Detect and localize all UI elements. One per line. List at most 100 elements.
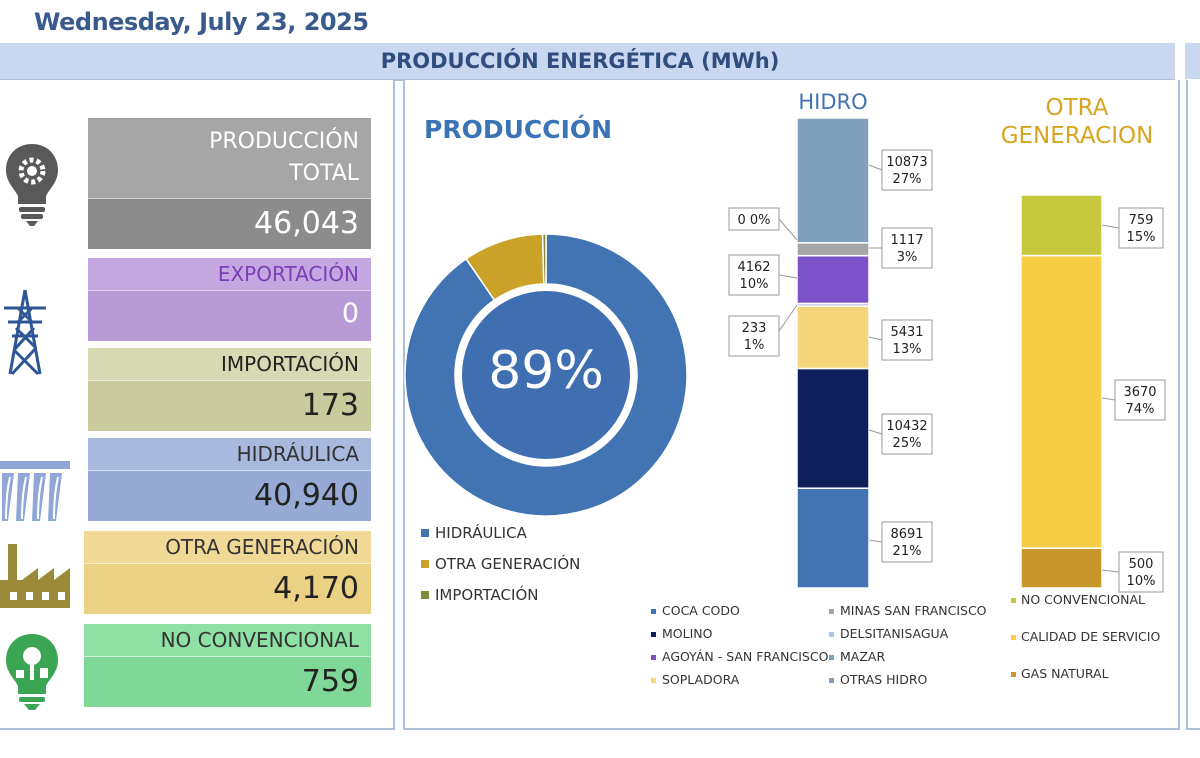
summary-card-label-bg bbox=[84, 624, 371, 656]
otra-stacked-bar bbox=[1020, 194, 1103, 589]
legend-label: AGOYÁN - SAN FRANCISCO bbox=[662, 649, 829, 664]
legend-label: COCA CODO bbox=[662, 603, 740, 618]
summary-card-label: NO CONVENCIONAL bbox=[160, 628, 359, 652]
summary-card-value-bg bbox=[84, 656, 371, 707]
summary-card-label: OTRA GENERACIÓN bbox=[165, 535, 359, 559]
donut-legend: HIDRÁULICA OTRA GENERACIÓN IMPORTACIÓN bbox=[421, 523, 580, 604]
data-label-leader bbox=[868, 429, 883, 435]
next-panel-edge bbox=[1186, 80, 1200, 730]
summary-card-value-bg bbox=[88, 198, 371, 249]
data-label-percent: 3% bbox=[897, 250, 918, 265]
summary-card: OTRA GENERACIÓN 4,170 bbox=[84, 531, 371, 614]
summary-card-label: PRODUCCIÓN TOTAL bbox=[209, 129, 359, 186]
summary-card: PRODUCCIÓN TOTAL 46,043 bbox=[88, 118, 371, 249]
summary-card: NO CONVENCIONAL 759 bbox=[84, 624, 371, 707]
data-label-box bbox=[1114, 379, 1166, 421]
hidro-segment bbox=[796, 367, 870, 489]
hidro-title: HIDRO bbox=[798, 90, 867, 114]
data-label-box bbox=[728, 254, 780, 296]
otra-data-labels: 759 15% 3670 74% 500 10% bbox=[1101, 207, 1166, 593]
hidro-segment bbox=[796, 117, 870, 244]
data-label-leader bbox=[1101, 397, 1116, 401]
data-label-percent: 27% bbox=[893, 172, 922, 187]
otra-title-line1: OTRA bbox=[1046, 95, 1109, 121]
data-label-leader bbox=[1101, 569, 1120, 573]
summary-card: HIDRÁULICA 40,940 bbox=[88, 438, 371, 521]
data-label-percent: 15% bbox=[1127, 230, 1156, 245]
data-label-percent: 13% bbox=[893, 342, 922, 357]
summary-card-label-bg bbox=[88, 118, 371, 198]
summary-card-label: HIDRÁULICA bbox=[236, 442, 359, 466]
transmission-tower-icon bbox=[4, 289, 46, 376]
data-label-box bbox=[881, 413, 933, 455]
data-label-box bbox=[1118, 207, 1164, 249]
data-label-percent: 21% bbox=[893, 544, 922, 559]
donut-center bbox=[462, 291, 630, 459]
data-label-value: 759 bbox=[1129, 213, 1154, 228]
data-label-box bbox=[728, 315, 780, 357]
summary-card-label-bg bbox=[88, 438, 371, 470]
summary-card-value: 4,170 bbox=[273, 571, 359, 606]
eco-lightbulb-icon bbox=[6, 634, 58, 710]
legend-label: NO CONVENCIONAL bbox=[1021, 592, 1145, 607]
legend-swatch bbox=[1011, 672, 1016, 677]
legend-label: DELSITANISAGUA bbox=[840, 626, 949, 641]
summary-card-label-bg bbox=[88, 258, 371, 290]
legend-label: CALIDAD DE SERVICIO bbox=[1021, 629, 1160, 644]
data-label-leader bbox=[778, 274, 798, 279]
data-label-box bbox=[881, 521, 933, 563]
data-label-leader bbox=[868, 164, 883, 171]
summary-card-value: 46,043 bbox=[254, 206, 359, 241]
summary-card-value-bg bbox=[84, 563, 371, 614]
next-section-banner-edge bbox=[1185, 43, 1200, 79]
report-date: Wednesday, July 23, 2025 bbox=[34, 8, 369, 36]
legend-label: MINAS SAN FRANCISCO bbox=[840, 603, 987, 618]
legend-swatch bbox=[1011, 598, 1016, 603]
legend-swatch bbox=[421, 529, 429, 537]
summary-card-value: 173 bbox=[301, 388, 359, 423]
hidro-stacked-bar bbox=[796, 117, 870, 589]
otra-legend: NO CONVENCIONAL CALIDAD DE SERVICIO GAS NA… bbox=[1011, 592, 1160, 681]
otra-title-line2: GENERACION bbox=[1001, 123, 1154, 149]
donut-slice-importación bbox=[541, 233, 547, 285]
legend-swatch bbox=[421, 591, 429, 599]
data-label-value: 10873 bbox=[886, 155, 927, 170]
otra-segment bbox=[1020, 547, 1103, 589]
dam-icon bbox=[0, 461, 70, 521]
legend-swatch bbox=[651, 655, 656, 660]
legend-swatch bbox=[421, 560, 429, 568]
otra-segment bbox=[1020, 254, 1103, 549]
legend-label: MAZAR bbox=[840, 649, 885, 664]
legend-label: IMPORTACIÓN bbox=[435, 585, 538, 604]
summary-card-label: IMPORTACIÓN bbox=[221, 352, 359, 376]
data-label-percent: 25% bbox=[893, 436, 922, 451]
data-label-percent: 10% bbox=[740, 277, 769, 292]
data-label-leader bbox=[1101, 224, 1120, 229]
data-label-leader bbox=[868, 539, 883, 543]
legend-label: OTRA GENERACIÓN bbox=[435, 554, 580, 573]
hidro-segment bbox=[796, 242, 870, 257]
banner-title: PRODUCCIÓN ENERGÉTICA (MWh) bbox=[380, 49, 780, 73]
summary-card-value-bg bbox=[88, 470, 371, 521]
hidro-legend: COCA CODO MOLINO AGOYÁN - SAN FRANCISCO SOP… bbox=[651, 603, 987, 687]
donut-title: PRODUCCIÓN bbox=[424, 114, 612, 144]
data-label-value: 3670 bbox=[1123, 385, 1156, 400]
data-label-value: 5431 bbox=[890, 325, 923, 340]
data-label-box bbox=[881, 149, 933, 191]
data-label-value: 0 0% bbox=[737, 213, 770, 228]
data-label-value: 10432 bbox=[886, 419, 927, 434]
data-label-box bbox=[1118, 551, 1164, 593]
data-label-value: 1117 bbox=[890, 233, 923, 248]
production-donut-chart bbox=[404, 233, 688, 517]
donut-center-label: 89% bbox=[488, 341, 604, 401]
legend-swatch bbox=[651, 678, 656, 683]
data-label-value: 500 bbox=[1129, 557, 1154, 572]
summary-card-value: 40,940 bbox=[254, 478, 359, 513]
legend-swatch bbox=[651, 609, 656, 614]
data-label-box bbox=[881, 319, 933, 361]
legend-label: MOLINO bbox=[662, 626, 713, 641]
summary-card-value: 759 bbox=[301, 664, 359, 699]
data-label-percent: 74% bbox=[1126, 402, 1155, 417]
hidro-segment bbox=[796, 305, 870, 370]
